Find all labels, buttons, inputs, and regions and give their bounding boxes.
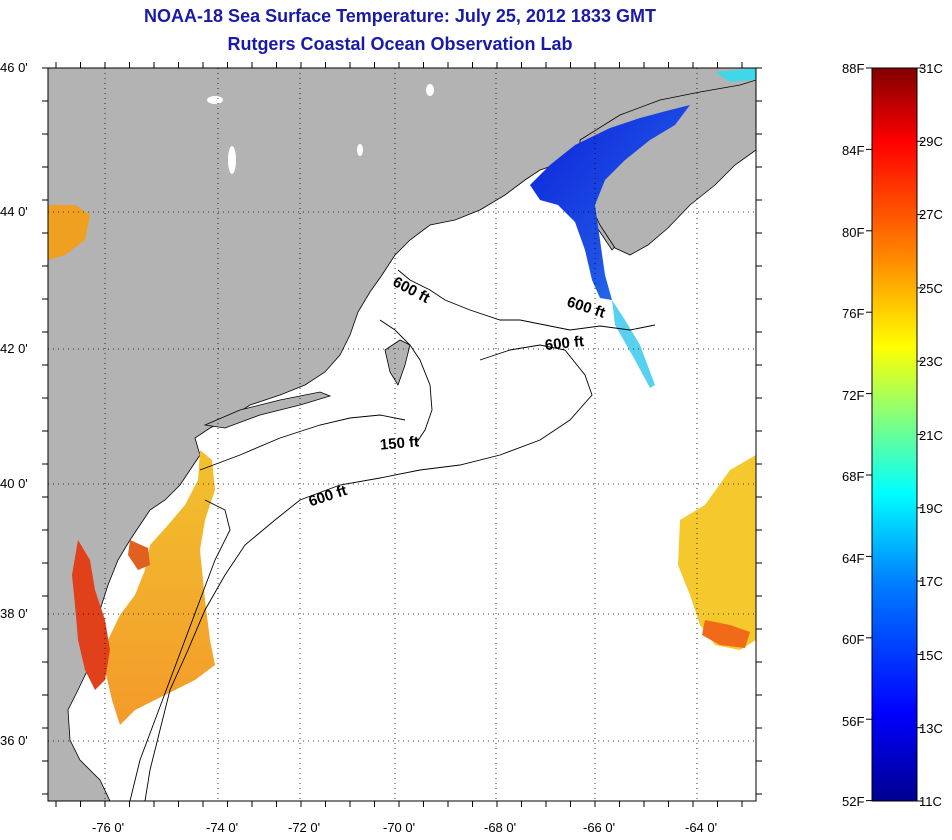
cold-water-ne-corner	[715, 68, 756, 82]
map-subtitle: Rutgers Coastal Ocean Observation Lab	[227, 34, 573, 54]
colorbar-f-label: 68F	[842, 469, 864, 484]
colorbar-f-label: 72F	[842, 388, 864, 403]
colorbar-c-label: 23C	[919, 354, 943, 369]
land-long-island	[203, 391, 332, 429]
isobath-label-nantucket: 150 ft	[379, 433, 420, 453]
colorbar-c-label: 25C	[919, 281, 943, 296]
lat-label: 36 0'	[0, 733, 28, 748]
colorbar-c-label: 21C	[919, 428, 943, 443]
colorbar-c-label: 19C	[919, 501, 943, 516]
isobath-contours	[129, 269, 656, 801]
colorbar-c-labels: 31C 29C 27C 25C 23C 21C 19C 17C 15C 13C …	[919, 61, 943, 809]
colorbar-f-label: 76F	[842, 306, 864, 321]
colorbar-c-label: 13C	[919, 721, 943, 736]
colorbar-c-label: 17C	[919, 574, 943, 589]
colorbar-c-label: 15C	[919, 648, 943, 663]
lon-label: -64 0'	[685, 820, 717, 835]
colorbar-f-labels: 88F 84F 80F 76F 72F 68F 64F 60F 56F 52F	[842, 61, 864, 809]
land-cape-cod	[384, 339, 411, 386]
map-title: NOAA-18 Sea Surface Temperature: July 25…	[144, 6, 656, 26]
colorbar-c-label: 31C	[919, 61, 943, 76]
colorbar-f-label: 56F	[842, 714, 864, 729]
colorbar-f-label: 64F	[842, 551, 864, 566]
colorbar-c-label: 29C	[919, 134, 943, 149]
cold-water-shelf	[612, 300, 655, 388]
cold-water-fundy	[530, 105, 690, 300]
axis-ticks	[42, 62, 762, 807]
lon-label: -68 0'	[484, 820, 516, 835]
latitude-labels: 46 0' 44 0' 42 0' 40 0' 38 0' 36 0'	[0, 60, 28, 748]
colorbar-f-label: 84F	[842, 143, 864, 158]
lon-label: -74 0'	[206, 820, 238, 835]
map-frame	[47, 67, 757, 802]
colorbar-ticks	[866, 67, 923, 802]
colorbar-c-label: 27C	[919, 207, 943, 222]
lon-label: -66 0'	[583, 820, 615, 835]
lake-ontario-sst	[48, 205, 90, 260]
lon-label: -70 0'	[383, 820, 415, 835]
lon-label: -72 0'	[288, 820, 320, 835]
colorbar	[871, 67, 918, 802]
colorbar-f-label: 52F	[842, 794, 864, 809]
warm-water-eddy	[702, 620, 750, 648]
lat-label: 38 0'	[0, 606, 28, 621]
lat-label: 46 0'	[0, 60, 28, 75]
graticule	[48, 68, 756, 801]
colorbar-c-label: 11C	[919, 794, 942, 809]
bay-water-chesapeake	[72, 540, 110, 690]
isobath-label-georges-bank: 600 ft	[544, 333, 585, 354]
bay-water-delaware	[128, 540, 150, 570]
lat-label: 44 0'	[0, 204, 28, 219]
colorbar-f-label: 88F	[842, 61, 864, 76]
lat-label: 40 0'	[0, 476, 28, 491]
warm-water-offshore	[678, 455, 756, 650]
colorbar-f-label: 60F	[842, 632, 864, 647]
longitude-labels: -76 0' -74 0' -72 0' -70 0' -68 0' -66 0…	[92, 820, 717, 835]
warm-water-shelf	[105, 450, 215, 725]
colorbar-f-label: 80F	[842, 225, 864, 240]
lon-label: -76 0'	[92, 820, 124, 835]
lat-label: 42 0'	[0, 341, 28, 356]
